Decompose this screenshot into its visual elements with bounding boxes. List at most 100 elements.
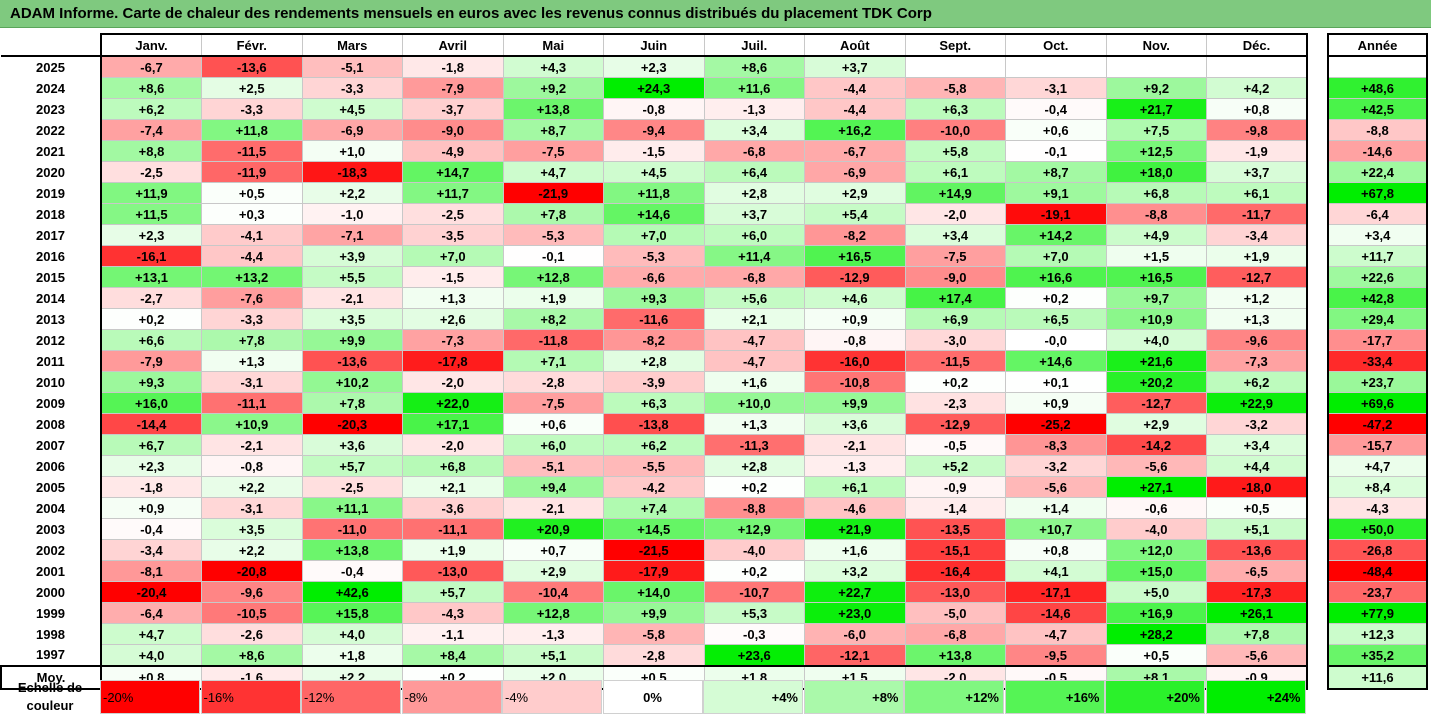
heatmap-cell: +2,3	[603, 55, 705, 78]
heatmap-cell: +21,7	[1105, 98, 1207, 120]
heatmap-cell: -2,5	[100, 161, 202, 183]
heatmap-cell: +16,2	[804, 119, 906, 141]
heatmap-cell: -21,9	[502, 182, 604, 204]
heatmap-cell: +2,2	[201, 539, 303, 561]
heatmap-cell: -13,5	[904, 518, 1006, 540]
heatmap-cell: -11,9	[201, 161, 303, 183]
heatmap-cell: -5,6	[1105, 455, 1207, 477]
color-scale-swatch: 0%	[602, 680, 703, 714]
table-row: 2004 +0,9 -3,1 +11,1 -3,6 -2,1 +7,4 -8,8 -4,6 -1,…	[1, 497, 1308, 519]
heatmap-cell: -4,7	[1005, 623, 1107, 645]
heatmap-cell: -2,8	[502, 371, 604, 393]
heatmap-cell: +3,6	[804, 413, 906, 435]
heatmap-cell: +8,6	[703, 55, 805, 78]
heatmap-cell: +1,6	[804, 539, 906, 561]
heatmap-cell: -0,1	[502, 245, 604, 267]
heatmap-cell: -3,1	[1005, 77, 1107, 99]
annual-cell: -8,8	[1327, 119, 1428, 141]
annual-cell: +77,9	[1327, 602, 1428, 624]
heatmap-cell: +3,6	[301, 434, 403, 456]
heatmap-cell: +6,4	[703, 161, 805, 183]
table-row: 2006 +2,3 -0,8 +5,7 +6,8 -5,1 -5,5 +2,8 -1,3 +5,2…	[1, 455, 1308, 477]
heatmap-cell: +6,1	[804, 476, 906, 498]
heatmap-cell: +4,0	[1105, 329, 1207, 351]
heatmap-cell: +4,7	[100, 623, 202, 645]
heatmap-cell: -5,0	[904, 602, 1006, 624]
heatmap-cell: +16,6	[1005, 266, 1107, 288]
heatmap-cell: -2,0	[402, 434, 504, 456]
heatmap-cell: -10,0	[904, 119, 1006, 141]
heatmap-cell: +6,3	[904, 98, 1006, 120]
heatmap-cell: +5,4	[804, 203, 906, 225]
heatmap-cell: +14,9	[904, 182, 1006, 204]
heatmap-cell: +13,8	[502, 98, 604, 120]
heatmap-cell: +11,5	[100, 203, 202, 225]
heatmap-cell: +1,2	[1206, 287, 1308, 309]
color-scale-swatch: -20%	[100, 680, 200, 714]
table-row: 2008 -14,4 +10,9 -20,3 +17,1 +0,6 -13,8 +1,3 +3,…	[1, 413, 1308, 435]
heatmap-cell: +4,2	[1206, 77, 1308, 99]
heatmap-cell: +9,9	[804, 392, 906, 414]
color-scale-swatch: +20%	[1105, 680, 1205, 714]
color-scale-swatch: +16%	[1004, 680, 1105, 714]
heatmap-cell: +14,6	[1005, 350, 1107, 372]
annual-cell: +12,3	[1327, 623, 1428, 645]
heatmap-cell: -9,8	[1206, 119, 1308, 141]
heatmap-cell: +10,9	[1105, 308, 1207, 330]
heatmap-cell: +5,0	[1105, 581, 1207, 603]
heatmap-cell: +6,3	[603, 392, 705, 414]
heatmap-cell: -12,7	[1206, 266, 1308, 288]
heatmap-cell: +7,4	[603, 497, 705, 519]
heatmap-cell: -14,6	[1005, 602, 1107, 624]
annual-cell: +67,8	[1327, 182, 1428, 204]
heatmap-cell: +6,1	[1206, 182, 1308, 204]
heatmap-cell: -6,0	[804, 623, 906, 645]
heatmap-cell: -7,5	[502, 392, 604, 414]
annual-cell: +35,2	[1327, 644, 1428, 667]
heatmap-cell: +17,1	[402, 413, 504, 435]
heatmap-cell: -5,5	[603, 455, 705, 477]
heatmap-cell: -20,8	[201, 560, 303, 582]
heatmap-cell: -0,5	[904, 434, 1006, 456]
heatmap-cell: +9,3	[603, 287, 705, 309]
heatmap-cell: -5,6	[1206, 644, 1308, 667]
row-year-label: 2013	[36, 311, 65, 327]
heatmap-cell: +0,2	[100, 308, 202, 330]
heatmap-cell: -7,5	[904, 245, 1006, 267]
heatmap-cell: -7,9	[402, 77, 504, 99]
heatmap-cell: +9,4	[502, 476, 604, 498]
heatmap-cell: +2,8	[703, 182, 805, 204]
color-scale-swatch: +4%	[703, 680, 803, 714]
heatmap-cell: +2,9	[502, 560, 604, 582]
heatmap-cell: +14,5	[603, 518, 705, 540]
heatmap-cell: +9,9	[301, 329, 403, 351]
heatmap-cell: -17,8	[402, 350, 504, 372]
heatmap-cell: +5,7	[301, 455, 403, 477]
heatmap-cell: +27,1	[1105, 476, 1207, 498]
heatmap-cell: +1,3	[201, 350, 303, 372]
heatmap-cell: -13,6	[201, 55, 303, 78]
color-scale-legend: Echelle de couleur -20% -16% -12% -8% -4% 0% +…	[0, 676, 1306, 718]
annual-cell: -26,8	[1327, 539, 1428, 561]
row-year-label: 2015	[36, 269, 65, 285]
heatmap-cell: -13,6	[301, 350, 403, 372]
heatmap-cell: +3,9	[301, 245, 403, 267]
heatmap-cell: +14,6	[603, 203, 705, 225]
month-header: Juil.	[703, 33, 805, 57]
table-row: 2010 +9,3 -3,1 +10,2 -2,0 -2,8 -3,9 +1,6 -10,8 +0…	[1, 371, 1308, 393]
heatmap-cell: -10,4	[502, 581, 604, 603]
heatmap-cell: -2,8	[603, 644, 705, 667]
annual-cell: -33,4	[1327, 350, 1428, 372]
heatmap-cell: -1,5	[402, 266, 504, 288]
table-row: 1998 +4,7 -2,6 +4,0 -1,1 -1,3 -5,8 -0,3 -6,0 -6,8…	[1, 623, 1308, 645]
annual-average-cell: +11,6	[1327, 665, 1428, 690]
heatmap-cell: +0,5	[1206, 497, 1308, 519]
heatmap-cell: -8,3	[1005, 434, 1107, 456]
heatmap-cell: -6,8	[904, 623, 1006, 645]
heatmap-cell: +6,5	[1005, 308, 1107, 330]
table-row: 2007 +6,7 -2,1 +3,6 -2,0 +6,0 +6,2 -11,3 -2,1 -0,…	[1, 434, 1308, 456]
heatmap-cell: +4,4	[1206, 455, 1308, 477]
heatmap-cell: -4,2	[603, 476, 705, 498]
heatmap-cell	[1206, 55, 1308, 78]
heatmap-cell: +1,4	[1005, 497, 1107, 519]
